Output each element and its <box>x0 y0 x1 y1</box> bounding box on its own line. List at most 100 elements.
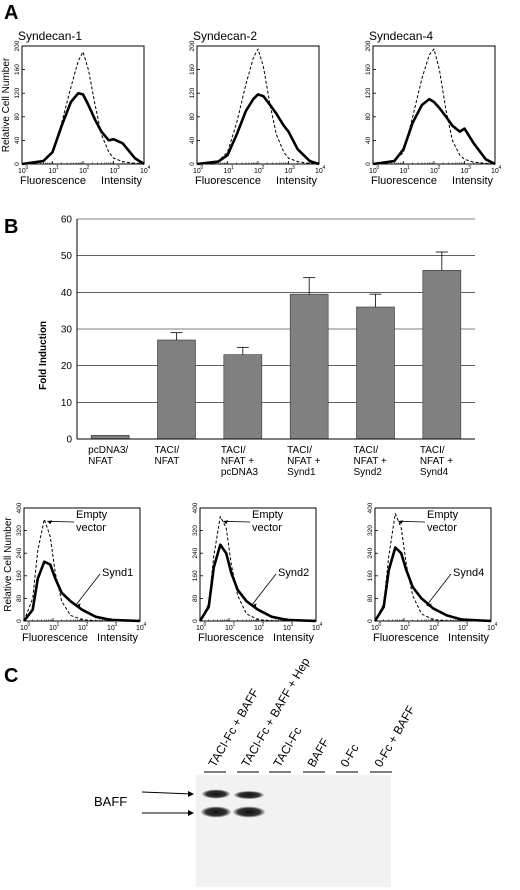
x-tick-label: 10 <box>285 168 293 175</box>
empty-vector-label: Empty <box>252 509 284 521</box>
x-axis-label-fluorescence: Fluorescence <box>373 632 439 644</box>
x-axis-label-intensity: Intensity <box>101 175 142 187</box>
category-label: NFAT + <box>420 456 453 467</box>
y-tick-label: 40 <box>61 288 73 299</box>
band-label: BAFF <box>94 794 127 809</box>
panel-label: A <box>4 2 18 24</box>
arrow <box>223 520 251 523</box>
y-tick-label: 30 <box>61 325 73 336</box>
y-tick-label: 400 <box>16 502 23 513</box>
x-tick-label: 10 <box>461 168 469 175</box>
y-tick-label: 120 <box>365 87 372 98</box>
x-tick-label: 10 <box>78 625 86 632</box>
sample-curve <box>22 560 141 623</box>
band <box>233 806 265 818</box>
x-tick-label: 10 <box>254 625 262 632</box>
arrowhead <box>223 520 229 525</box>
arrow <box>75 573 101 606</box>
x-tick-exponent: 2 <box>262 622 265 628</box>
y-tick-label: 80 <box>16 594 23 602</box>
category-label: TACI/ <box>354 445 379 456</box>
x-tick-exponent: 4 <box>148 165 151 171</box>
x-tick-exponent: 2 <box>86 622 89 628</box>
y-tick-label: 160 <box>16 570 23 581</box>
x-tick-label: 10 <box>315 168 323 175</box>
sample-curve <box>196 93 320 166</box>
y-tick-label: 200 <box>365 40 372 51</box>
x-tick-exponent: 1 <box>407 165 410 171</box>
x-tick-exponent: 2 <box>437 622 440 628</box>
y-tick-label: 80 <box>14 113 21 121</box>
y-tick-label: 200 <box>14 40 21 51</box>
x-tick-label: 10 <box>458 625 466 632</box>
y-tick-label: 400 <box>367 502 374 513</box>
empty-vector-label: Empty <box>76 509 108 521</box>
y-tick-label: 240 <box>192 547 199 558</box>
y-tick-label: 60 <box>61 215 73 226</box>
x-tick-label: 10 <box>400 625 408 632</box>
x-tick-label: 10 <box>196 625 204 632</box>
category-label: NFAT + <box>221 456 254 467</box>
x-tick-label: 10 <box>140 168 148 175</box>
category-label: NFAT <box>155 456 180 467</box>
x-tick-label: 10 <box>193 168 201 175</box>
y-tick-label: 160 <box>189 64 196 75</box>
x-tick-exponent: 4 <box>144 622 147 628</box>
category-label: Synd4 <box>420 467 449 478</box>
y-tick-label: 160 <box>367 570 374 581</box>
band <box>201 806 231 818</box>
x-tick-label: 10 <box>491 168 499 175</box>
histogram-title: Syndecan-4 <box>369 29 433 43</box>
y-tick-label: 80 <box>367 594 374 602</box>
x-tick-label: 10 <box>20 625 28 632</box>
y-tick-label: 320 <box>367 525 374 536</box>
y-tick-label: 50 <box>61 251 73 262</box>
x-tick-exponent: 0 <box>379 622 382 628</box>
y-tick-label: 40 <box>14 136 21 144</box>
y-tick-label: 20 <box>61 361 73 372</box>
x-axis-label-intensity: Intensity <box>97 632 138 644</box>
band <box>202 789 230 799</box>
lane-label: BAFF <box>304 736 331 770</box>
lane-label: 0-Fc + BAFF <box>371 703 417 769</box>
y-tick-label: 80 <box>189 113 196 121</box>
lane-label: 0-Fc <box>337 742 361 770</box>
lane-label: TACI-Fc <box>270 725 304 770</box>
x-tick-exponent: 3 <box>292 165 295 171</box>
x-tick-label: 10 <box>224 168 232 175</box>
category-label: Synd2 <box>354 467 383 478</box>
y-tick-label: 240 <box>367 547 374 558</box>
x-tick-label: 10 <box>225 625 233 632</box>
x-tick-exponent: 1 <box>57 622 60 628</box>
synd-label: Synd1 <box>102 567 133 579</box>
bar <box>223 354 263 440</box>
band <box>234 791 264 799</box>
sample-curve <box>372 97 496 166</box>
x-tick-label: 10 <box>429 625 437 632</box>
x-tick-label: 10 <box>49 168 57 175</box>
y-tick-label: 40 <box>365 136 372 144</box>
panel-label: C <box>4 665 18 687</box>
control-curve <box>196 48 320 165</box>
y-tick-label: 10 <box>61 398 73 409</box>
x-tick-label: 10 <box>312 625 320 632</box>
arrow <box>251 573 277 606</box>
x-axis-label-intensity: Intensity <box>448 632 489 644</box>
y-tick-label: 240 <box>16 547 23 558</box>
category-label: NFAT + <box>287 456 320 467</box>
y-axis-label: Fold Induction <box>38 321 49 390</box>
bar <box>90 435 130 440</box>
arrow <box>47 520 75 523</box>
category-label: TACI/ <box>155 445 180 456</box>
category-label: pcDNA3/ <box>88 445 128 456</box>
arrowhead <box>398 520 404 525</box>
x-tick-label: 10 <box>136 625 144 632</box>
